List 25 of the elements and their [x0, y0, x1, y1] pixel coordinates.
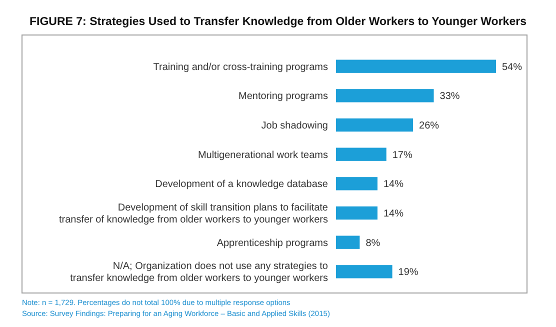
bar: [336, 148, 386, 161]
data-label: 17%: [392, 150, 412, 161]
bar: [336, 60, 496, 73]
y-tick-label: Development of skill transition plans to facilitate transfer of knowledge from older workers to younger workers: [58, 202, 328, 226]
data-label: 33%: [440, 91, 460, 102]
data-label: 26%: [419, 120, 440, 132]
bar: [336, 265, 392, 278]
y-tick-label: Development of a knowledge database: [155, 179, 328, 190]
data-label: 19%: [398, 267, 418, 278]
y-tick-label: N/A; Organization does not use any strategies to transfer knowledge from older workers to younger workers: [70, 261, 328, 284]
y-tick-label: Job shadowing: [261, 120, 328, 132]
data-label: 14%: [383, 208, 404, 220]
y-tick-label: Training and/or cross-training programs: [153, 62, 328, 73]
y-tick-label: Multigenerational work teams: [198, 150, 328, 161]
bar: [336, 177, 378, 190]
data-label: 14%: [383, 179, 404, 190]
bar: [336, 206, 378, 220]
bar: [336, 89, 434, 102]
data-label: 54%: [502, 62, 522, 73]
bar: [336, 236, 360, 249]
y-tick-label: Apprenticeship programs: [216, 238, 328, 249]
data-label: 8%: [366, 238, 380, 249]
bar: [336, 118, 414, 132]
y-tick-label: Mentoring programs: [238, 91, 328, 102]
chart-title: FIGURE 7: Strategies Used to Transfer Knowledge from Older Workers to Younger Workers: [30, 16, 526, 28]
